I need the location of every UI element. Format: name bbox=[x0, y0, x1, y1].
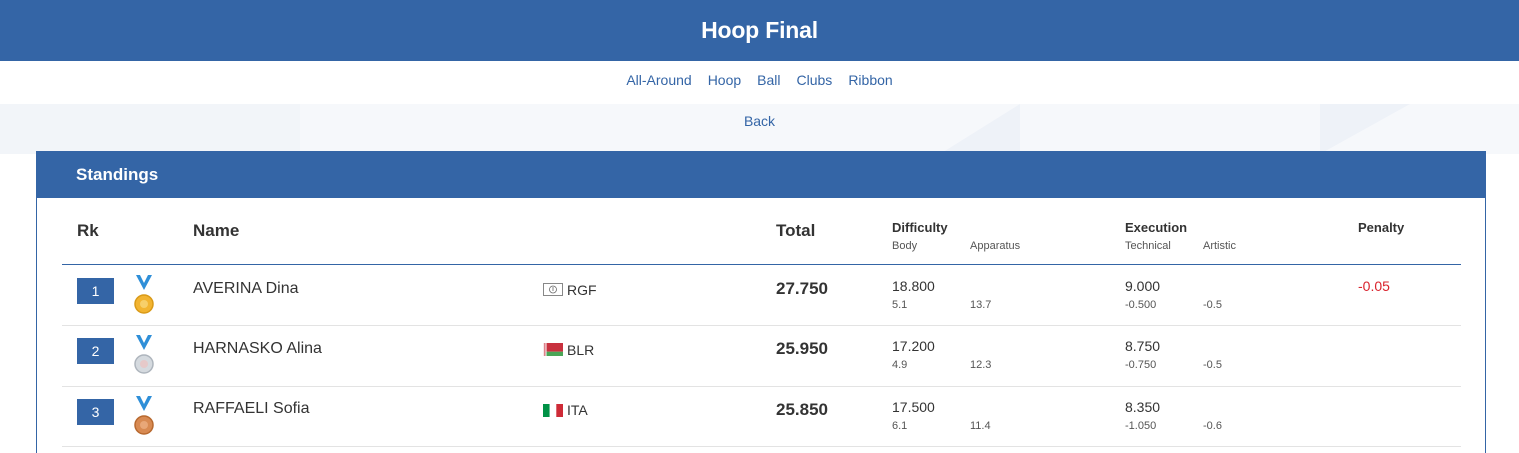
standings-panel: Standings Rk Name Total Difficulty Body … bbox=[36, 151, 1486, 453]
row-divider bbox=[62, 446, 1461, 447]
noc-code: ITA bbox=[567, 402, 588, 418]
rank-badge: 2 bbox=[77, 338, 114, 364]
nav-link-clubs[interactable]: Clubs bbox=[796, 72, 833, 88]
rank-badge: 1 bbox=[77, 278, 114, 304]
page-title: Hoop Final bbox=[701, 17, 818, 43]
execution-technical: -0.500 bbox=[1125, 299, 1157, 311]
rank-badge: 3 bbox=[77, 399, 114, 425]
athlete-name[interactable]: AVERINA Dina bbox=[193, 280, 299, 297]
header-name: Name bbox=[193, 221, 240, 240]
difficulty-score: 17.500 bbox=[892, 399, 935, 415]
header-difficulty: Difficulty bbox=[892, 220, 948, 235]
header-divider bbox=[62, 264, 1461, 265]
difficulty-body: 5.1 bbox=[892, 299, 908, 311]
header-execution-technical: Technical bbox=[1125, 240, 1171, 252]
difficulty-body: 6.1 bbox=[892, 420, 908, 432]
header-difficulty-body: Body bbox=[892, 240, 918, 252]
execution-artistic: -0.5 bbox=[1203, 359, 1222, 371]
noc-code: RGF bbox=[567, 282, 597, 298]
header-difficulty-apparatus: Apparatus bbox=[970, 240, 1021, 252]
standings-title: Standings bbox=[37, 152, 1485, 198]
execution-artistic: -0.5 bbox=[1203, 299, 1222, 311]
execution-score: 8.350 bbox=[1125, 399, 1161, 415]
difficulty-apparatus: 12.3 bbox=[970, 359, 992, 371]
back-link[interactable]: Back bbox=[743, 113, 776, 129]
rgf-flag-icon bbox=[543, 283, 563, 296]
execution-score: 9.000 bbox=[1125, 278, 1161, 294]
execution-score: 8.750 bbox=[1125, 338, 1161, 354]
header-execution: Execution bbox=[1125, 220, 1188, 235]
noc-code: BLR bbox=[567, 342, 595, 358]
difficulty-apparatus: 11.4 bbox=[970, 420, 991, 432]
nav-link-hoop[interactable]: Hoop bbox=[707, 72, 742, 88]
apparatus-nav: All-Around Hoop Ball Clubs Ribbon bbox=[0, 72, 1519, 88]
header-execution-artistic: Artistic bbox=[1203, 240, 1236, 252]
difficulty-score: 17.200 bbox=[892, 338, 935, 354]
execution-technical: -1.050 bbox=[1125, 420, 1157, 432]
row-divider bbox=[62, 325, 1461, 326]
athlete-name[interactable]: RAFFAELI Sofia bbox=[193, 400, 310, 417]
header-total: Total bbox=[776, 221, 816, 240]
blr-flag-icon bbox=[543, 343, 563, 356]
background-decoration bbox=[0, 104, 1519, 154]
total-score: 25.850 bbox=[776, 400, 828, 419]
gold-medal-icon bbox=[134, 275, 154, 314]
row-divider bbox=[62, 386, 1461, 387]
penalty-value: -0.05 bbox=[1358, 278, 1390, 294]
difficulty-body: 4.9 bbox=[892, 359, 908, 371]
difficulty-apparatus: 13.7 bbox=[970, 299, 992, 311]
nav-link-ribbon[interactable]: Ribbon bbox=[848, 72, 893, 88]
header-rank: Rk bbox=[77, 221, 99, 240]
nav-link-all-around[interactable]: All-Around bbox=[626, 72, 692, 88]
athlete-name[interactable]: HARNASKO Alina bbox=[193, 340, 322, 357]
execution-technical: -0.750 bbox=[1125, 359, 1157, 371]
total-score: 25.950 bbox=[776, 339, 828, 358]
nav-link-ball[interactable]: Ball bbox=[757, 72, 781, 88]
execution-artistic: -0.6 bbox=[1203, 420, 1222, 432]
total-score: 27.750 bbox=[776, 279, 828, 298]
bronze-medal-icon bbox=[134, 396, 154, 435]
difficulty-score: 18.800 bbox=[892, 278, 935, 294]
top-header-bar: Hoop Final bbox=[0, 0, 1519, 61]
ita-flag-icon bbox=[543, 404, 563, 417]
header-penalty: Penalty bbox=[1358, 220, 1405, 235]
silver-medal-icon bbox=[134, 335, 154, 374]
